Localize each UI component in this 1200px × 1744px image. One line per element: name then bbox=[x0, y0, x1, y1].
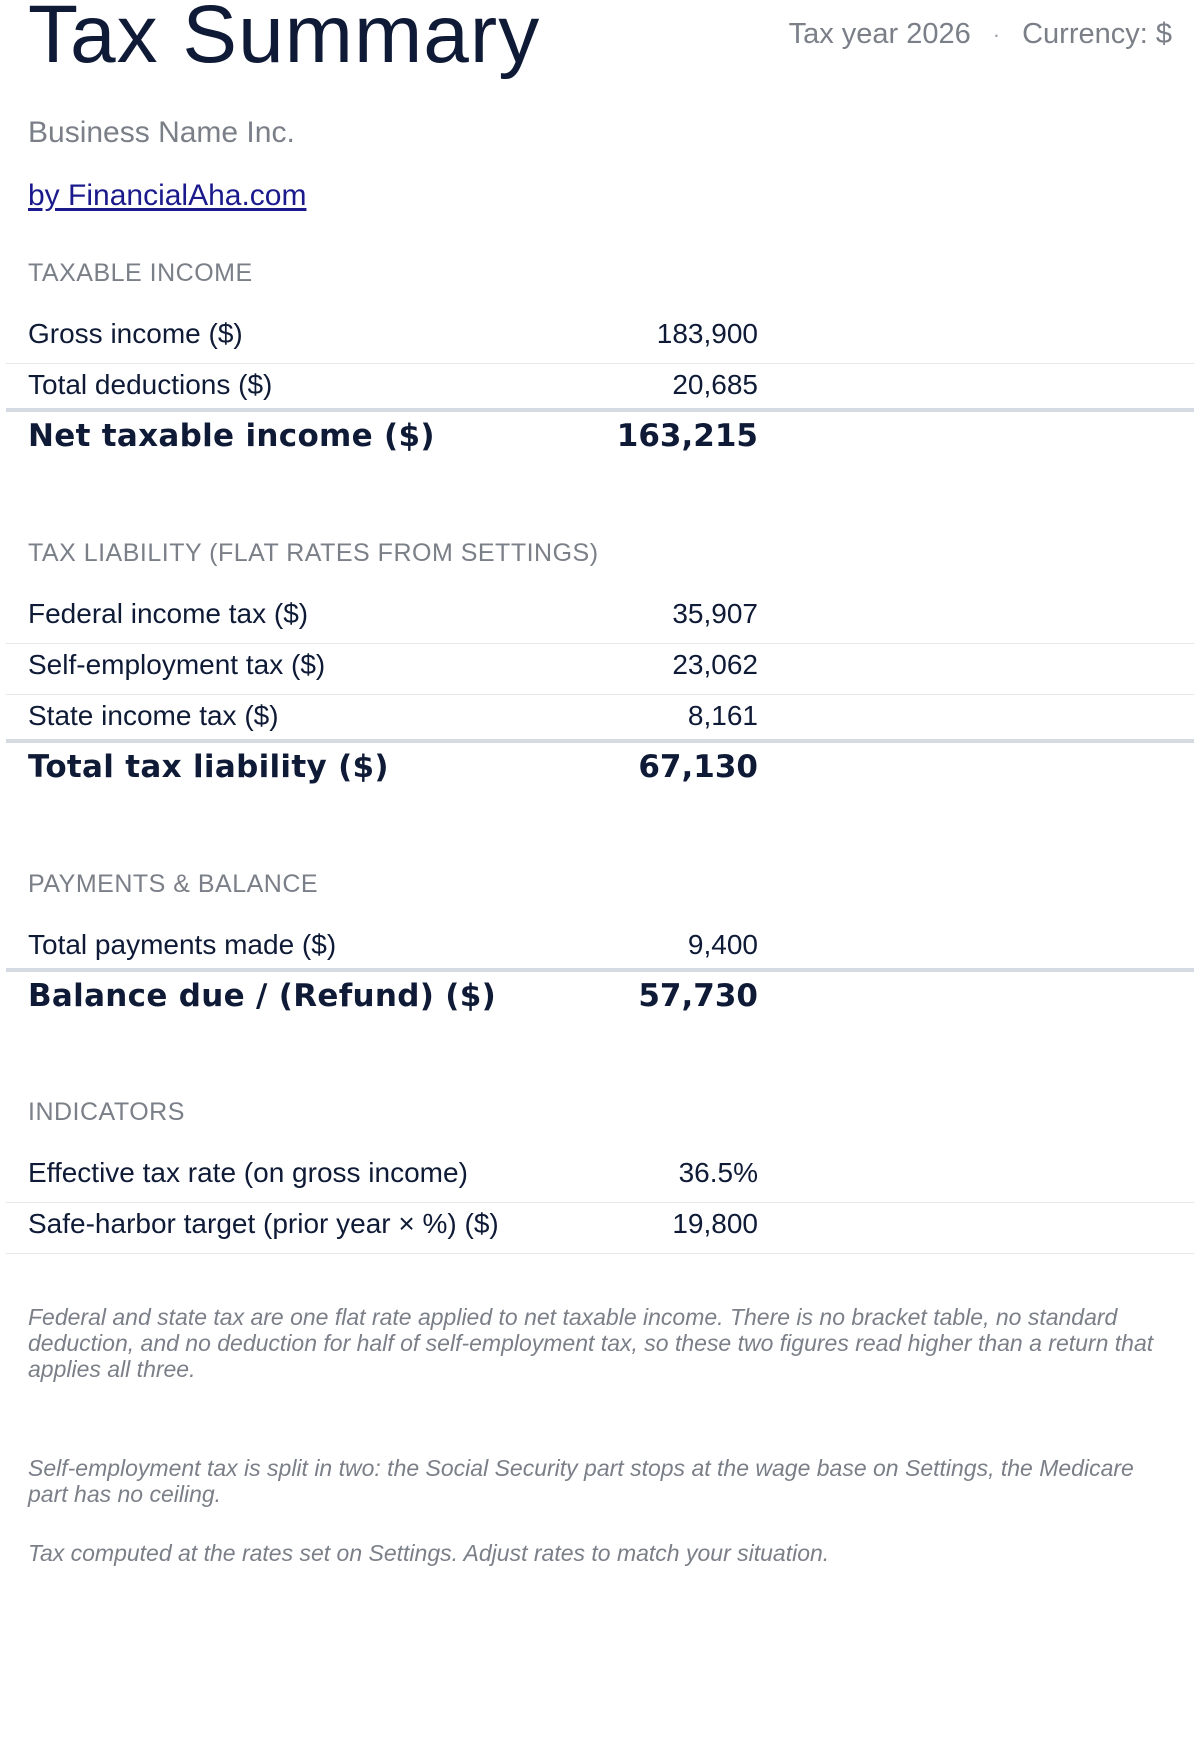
row-net-taxable-income: Net taxable income ($) 163,215 bbox=[6, 411, 1194, 467]
row-total-label: Total tax liability ($) bbox=[28, 749, 389, 785]
row-total-value: 67,130 bbox=[638, 749, 758, 785]
row-value: 36.5% bbox=[678, 1157, 758, 1188]
page-title: Tax Summary bbox=[28, 0, 541, 80]
row-state-income-tax: State income tax ($) 8,161 bbox=[6, 690, 1194, 743]
section-label-tax-liability: TAX LIABILITY (FLAT RATES FROM SETTINGS) bbox=[28, 539, 599, 567]
row-label: Total payments made ($) bbox=[28, 929, 337, 960]
row-total-value: 57,730 bbox=[638, 978, 758, 1014]
row-label: Self-employment tax ($) bbox=[28, 649, 326, 680]
row-value: 9,400 bbox=[687, 929, 758, 960]
row-value: 8,161 bbox=[687, 700, 758, 731]
note-settings-rates: Tax computed at the rates set on Setting… bbox=[28, 1540, 830, 1566]
section-label-indicators: INDICATORS bbox=[28, 1098, 185, 1126]
credit-link[interactable]: by FinancialAha.com bbox=[28, 179, 307, 212]
row-total-payments: Total payments made ($) 9,400 bbox=[6, 919, 1194, 972]
note-flat-rate: Federal and state tax are one flat rate … bbox=[28, 1304, 1154, 1382]
row-total-label: Balance due / (Refund) ($) bbox=[28, 978, 497, 1014]
section-label-payments: PAYMENTS & BALANCE bbox=[28, 870, 319, 898]
business-name: Business Name Inc. bbox=[28, 116, 295, 149]
meta-separator: · bbox=[992, 21, 1001, 47]
row-value: 23,062 bbox=[672, 649, 758, 680]
row-safe-harbor-target: Safe-harbor target (prior year × %) ($) … bbox=[6, 1198, 1194, 1254]
row-label: Effective tax rate (on gross income) bbox=[28, 1157, 468, 1188]
header-meta: Tax year 2026 · Currency: $ bbox=[789, 18, 1172, 51]
row-value: 20,685 bbox=[672, 369, 758, 400]
row-balance-due: Balance due / (Refund) ($) 57,730 bbox=[6, 971, 1194, 1027]
section-label-taxable-income: TAXABLE INCOME bbox=[28, 259, 253, 287]
row-gross-income: Gross income ($) 183,900 bbox=[6, 308, 1194, 364]
row-effective-tax-rate: Effective tax rate (on gross income) 36.… bbox=[6, 1147, 1194, 1203]
row-label: Gross income ($) bbox=[28, 318, 243, 349]
row-value: 19,800 bbox=[672, 1208, 758, 1239]
row-total-label: Net taxable income ($) bbox=[28, 418, 435, 454]
currency-label: Currency: $ bbox=[1022, 18, 1172, 50]
row-total-tax-liability: Total tax liability ($) 67,130 bbox=[6, 742, 1194, 798]
row-label: Federal income tax ($) bbox=[28, 598, 309, 629]
row-federal-income-tax: Federal income tax ($) 35,907 bbox=[6, 588, 1194, 644]
note-self-employment-split: Self-employment tax is split in two: the… bbox=[28, 1455, 1134, 1507]
row-label: State income tax ($) bbox=[28, 700, 279, 731]
tax-year-label: Tax year 2026 bbox=[788, 18, 971, 50]
row-label: Total deductions ($) bbox=[28, 369, 273, 400]
row-label: Safe-harbor target (prior year × %) ($) bbox=[28, 1208, 499, 1239]
row-total-deductions: Total deductions ($) 20,685 bbox=[6, 359, 1194, 412]
row-value: 35,907 bbox=[672, 598, 758, 629]
row-self-employment-tax: Self-employment tax ($) 23,062 bbox=[6, 639, 1194, 695]
row-total-value: 163,215 bbox=[616, 418, 758, 454]
row-value: 183,900 bbox=[656, 318, 758, 349]
